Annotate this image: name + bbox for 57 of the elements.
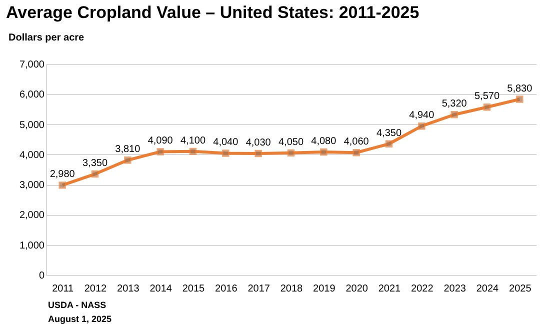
x-tick-label: 2022 [411,284,434,294]
text: 5,830 [507,83,532,94]
y-tick-label: 1,000 [19,240,45,252]
x-tick-label: 2018 [280,284,304,294]
point [418,122,426,130]
x-tick-label: 2019 [313,284,336,294]
point [254,150,262,158]
text: 5,570 [474,91,500,102]
x-tick-label: 2012 [84,284,108,294]
text: 4,090 [148,136,173,147]
text: 4,100 [180,135,206,146]
text: 4,080 [311,136,336,148]
text: USDA - NASS [48,299,108,312]
text: 5,320 [442,98,467,110]
y-tick-label: 3,000 [19,180,45,192]
x-tick-label: 2021 [378,284,402,294]
point [222,150,230,157]
point [91,170,99,178]
point [287,149,295,157]
text: 3,810 [115,144,140,156]
y-axis-title: Dollars per acre [8,32,85,44]
text: 4,350 [376,128,402,139]
point [516,96,524,103]
text: 4,940 [409,110,434,122]
y-tick-label: 7,000 [19,60,45,70]
text: 4,040 [213,137,238,148]
y-tick-label: 5,000 [19,120,45,131]
y-tick-label: 4,000 [19,150,45,161]
text: 4,030 [246,138,271,149]
y-tick-label: 0 [38,270,45,282]
point [189,148,197,156]
text: 4,050 [278,136,304,148]
text: 4,060 [344,136,369,148]
x-tick-label: 2013 [117,284,140,294]
point [320,148,328,156]
x-tick-label: 2011 [52,284,74,294]
point [483,104,491,111]
point [352,149,360,156]
y-tick-label: 6,000 [19,90,45,101]
point [58,182,66,189]
point [450,111,458,118]
point [124,156,132,164]
point [385,140,393,148]
x-tick-label: 2015 [182,284,206,294]
x-tick-label: 2014 [150,284,172,294]
x-tick-label: 2020 [346,284,368,294]
text: 3,350 [82,158,108,170]
x-tick-label: 2017 [248,284,270,294]
chart-title: Average Cropland Value – United States: 2011-2025 [6,3,420,22]
x-tick-label: 2023 [444,284,466,294]
text: 2,980 [50,169,75,180]
y-tick-label: 2,000 [19,210,45,222]
x-tick-label: 2025 [509,284,532,294]
text: August 1, 2025 [48,313,112,326]
point [156,148,164,156]
x-tick-label: 2016 [215,284,238,294]
x-tick-label: 2024 [476,284,500,294]
